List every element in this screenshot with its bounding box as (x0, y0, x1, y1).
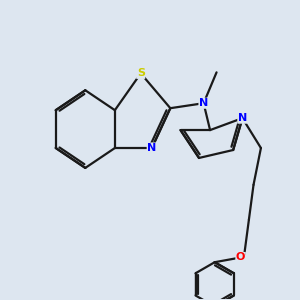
Text: N: N (147, 143, 157, 153)
Text: N: N (238, 113, 247, 123)
Text: S: S (137, 68, 145, 78)
Text: O: O (236, 253, 245, 262)
Text: N: N (199, 98, 208, 108)
